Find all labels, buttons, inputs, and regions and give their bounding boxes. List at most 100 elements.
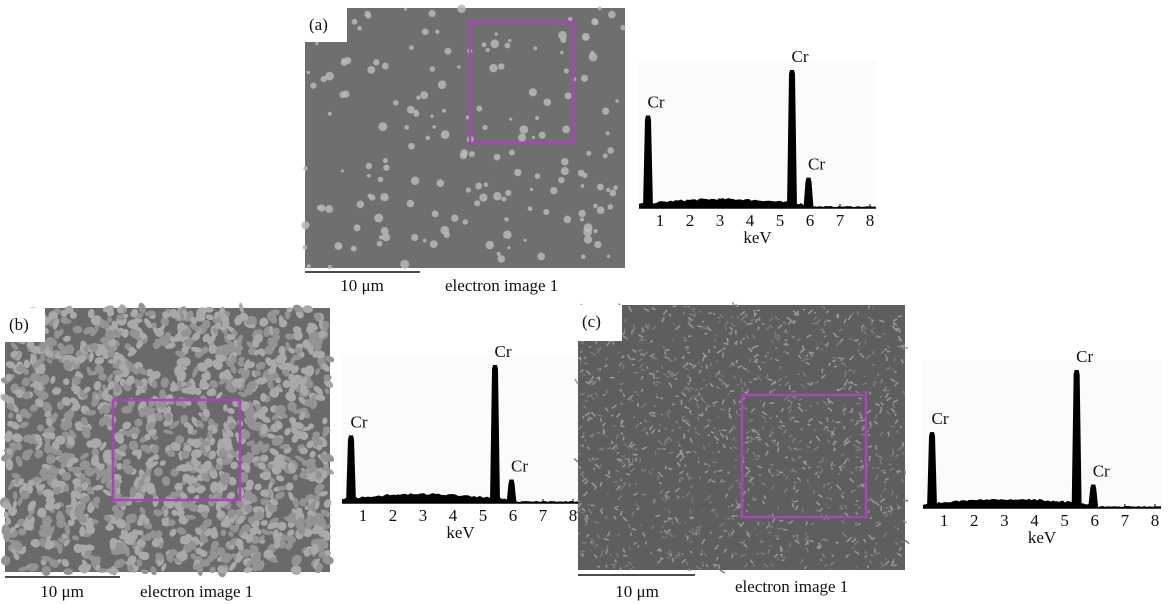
particle: [339, 91, 346, 98]
x-tick-label: 8: [569, 506, 578, 525]
peak-label: Cr: [511, 456, 528, 475]
peak-label: Cr: [648, 92, 665, 111]
particle: [307, 71, 310, 74]
texture: [806, 410, 807, 411]
particle: [530, 188, 533, 191]
texture: [631, 447, 633, 448]
texture: [819, 543, 820, 545]
texture: [591, 541, 592, 543]
texture: [636, 483, 637, 485]
texture: [702, 562, 703, 564]
particle: [543, 209, 549, 215]
caption: electron image 1: [445, 276, 558, 295]
x-tick-label: 3: [716, 211, 725, 230]
texture: [709, 465, 710, 466]
texture: [600, 448, 604, 449]
texture: [776, 474, 780, 475]
texture: [679, 523, 681, 524]
texture: [629, 484, 630, 485]
grain: [286, 482, 294, 490]
texture: [856, 467, 857, 470]
particle: [497, 255, 505, 263]
particle: [409, 45, 414, 50]
texture: [686, 363, 688, 364]
texture: [765, 355, 766, 357]
texture: [584, 358, 586, 359]
texture: [674, 536, 676, 537]
texture: [887, 459, 888, 460]
texture: [714, 346, 715, 348]
particle: [328, 112, 332, 116]
particle: [591, 18, 598, 25]
texture: [903, 442, 904, 446]
texture: [894, 371, 896, 372]
particle: [426, 136, 430, 140]
texture: [714, 313, 715, 315]
particle: [568, 17, 572, 21]
texture: [638, 403, 639, 407]
texture: [788, 522, 789, 525]
texture: [874, 537, 875, 539]
texture: [634, 372, 639, 373]
particle: [475, 183, 482, 190]
particle: [474, 200, 480, 206]
texture: [873, 327, 874, 328]
texture: [668, 370, 669, 372]
x-tick-label: 8: [866, 211, 875, 230]
texture: [795, 439, 796, 440]
texture: [824, 429, 825, 430]
texture: [896, 495, 897, 499]
texture: [873, 467, 874, 469]
texture: [658, 562, 660, 563]
texture: [718, 416, 719, 417]
texture: [583, 374, 586, 375]
texture: [791, 417, 794, 418]
texture: [607, 479, 608, 480]
particle: [581, 75, 588, 82]
texture: [821, 559, 822, 561]
particle: [411, 234, 418, 241]
particle: [457, 5, 465, 13]
texture: [761, 553, 766, 554]
texture: [607, 546, 608, 549]
texture: [699, 393, 700, 396]
texture: [665, 466, 666, 470]
texture: [617, 452, 619, 453]
texture: [767, 532, 771, 533]
texture: [611, 564, 616, 565]
particle: [364, 11, 370, 17]
texture: [859, 343, 860, 345]
texture: [870, 555, 874, 556]
x-tick-label: 1: [359, 506, 368, 525]
texture: [876, 468, 879, 469]
particle: [561, 167, 569, 175]
particle: [498, 63, 504, 69]
particle: [366, 163, 372, 169]
texture: [843, 493, 844, 494]
x-tick-label: 2: [686, 211, 695, 230]
particle: [497, 252, 501, 256]
particle: [404, 8, 407, 11]
particle: [373, 59, 379, 65]
texture: [824, 483, 825, 488]
texture: [665, 350, 669, 351]
texture: [595, 487, 596, 490]
texture: [695, 427, 696, 429]
texture: [904, 540, 909, 544]
texture: [705, 499, 706, 500]
texture: [754, 458, 758, 459]
particle: [383, 158, 388, 163]
texture: [618, 351, 619, 353]
particle: [598, 6, 602, 10]
texture: [696, 566, 697, 567]
texture: [766, 353, 769, 354]
texture: [827, 320, 831, 321]
sem-image: [0, 302, 336, 578]
peak-label: Cr: [1076, 347, 1093, 366]
particle: [354, 224, 361, 231]
texture: [865, 342, 866, 345]
texture: [773, 440, 776, 441]
particle: [407, 200, 415, 208]
texture: [623, 437, 624, 441]
texture: [646, 541, 647, 544]
